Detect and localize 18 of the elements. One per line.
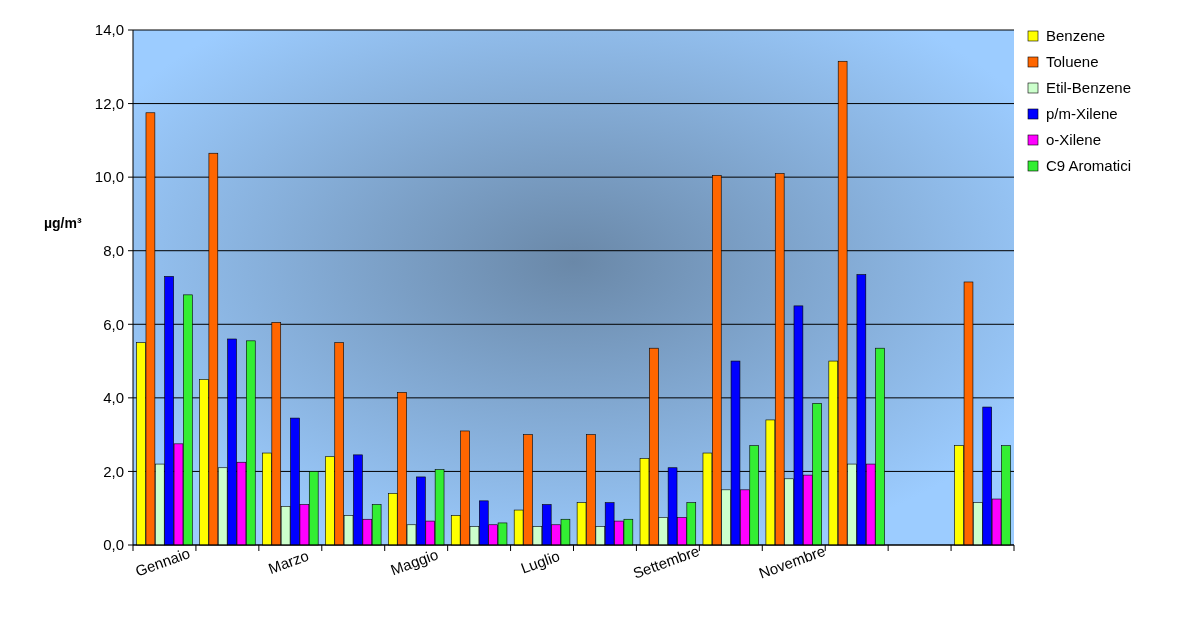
legend-label: Toluene [1046,53,1099,71]
legend-label: Etil-Benzene [1046,79,1132,97]
y-tick-label: 0,0 [103,536,124,554]
legend-label: o-Xilene [1046,131,1102,149]
x-tick-label: Luglio [518,547,562,577]
y-axis-title: µg/m³ [44,214,82,231]
y-tick-label: 12,0 [94,94,124,112]
x-tick-label: Maggio [388,545,441,579]
y-tick-label: 10,0 [94,168,124,186]
y-tick-label: 4,0 [103,389,124,407]
legend-label: Benzene [1046,27,1106,45]
legend-label: C9 Aromatici [1046,157,1132,175]
y-tick-label: 8,0 [103,241,124,259]
legend-label: p/m-Xilene [1046,105,1118,123]
y-tick-label: 2,0 [103,462,124,480]
y-tick-label: 14,0 [94,21,124,39]
x-tick-label: Marzo [265,546,311,577]
y-tick-label: 6,0 [103,315,124,333]
